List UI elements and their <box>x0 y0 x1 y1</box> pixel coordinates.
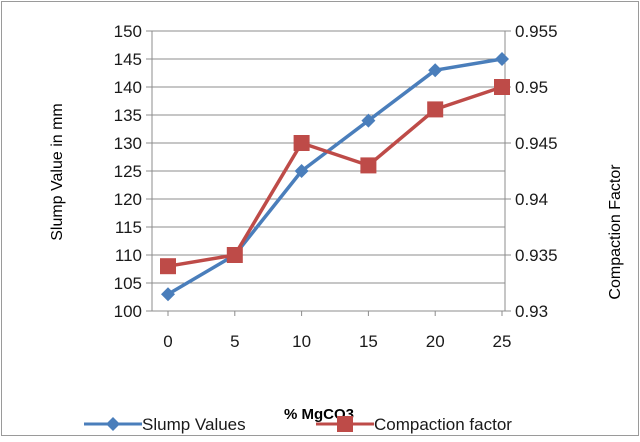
x-tick-label: 0 <box>163 332 172 351</box>
data-point-diamond <box>495 52 509 66</box>
data-point-diamond <box>361 113 376 128</box>
grid-lines <box>152 30 505 284</box>
legend-marker-compaction <box>337 416 353 432</box>
legend-label-compaction: Compaction factor <box>374 415 512 434</box>
y-tick-label: 110 <box>115 246 142 265</box>
y2-tick-label: 0.955 <box>515 22 558 41</box>
y-tick-label: 125 <box>114 162 142 181</box>
y2-tick-label: 0.935 <box>515 246 558 265</box>
data-point-diamond <box>161 287 175 302</box>
data-point-square <box>226 247 243 263</box>
axes <box>146 30 511 316</box>
y-tick-label: 100 <box>114 302 142 321</box>
y-tick-label: 150 <box>114 22 142 41</box>
y-tick-label: 105 <box>114 274 142 293</box>
series-layer <box>160 52 510 302</box>
data-point-square <box>494 79 510 95</box>
y-tick-label: 130 <box>114 134 142 153</box>
data-point-square <box>360 157 377 174</box>
x-tick-label: 5 <box>230 332 239 351</box>
data-point-square <box>160 258 176 275</box>
y-tick-label: 120 <box>114 190 142 209</box>
legend: Slump Values Compaction factor <box>84 415 512 434</box>
y-tick-label: 115 <box>115 218 142 237</box>
x-axis-title: % MgCO3 <box>284 406 354 423</box>
x-tick-label: 10 <box>292 332 311 351</box>
legend-label-slump: Slump Values <box>142 415 246 434</box>
y2-axis-title: Compaction Factor <box>607 164 624 300</box>
data-point-diamond <box>428 63 443 78</box>
y-axis-title: Slump Value in mm <box>49 103 66 241</box>
series-line-0 <box>167 57 503 296</box>
legend-marker-slump <box>106 417 120 431</box>
y2-tick-label: 0.93 <box>515 302 548 321</box>
y-tick-label: 135 <box>114 106 142 125</box>
y2-tick-label: 0.945 <box>515 134 558 153</box>
x-tick-label: 20 <box>426 332 445 351</box>
series-line-1 <box>167 85 503 268</box>
x-tick-label: 25 <box>493 332 512 351</box>
y-tick-label: 145 <box>114 50 142 69</box>
tick-labels: 1001051101151201251301351401451500.930.9… <box>114 22 558 351</box>
x-tick-label: 15 <box>359 332 378 351</box>
y2-tick-label: 0.95 <box>515 78 548 97</box>
y-tick-label: 140 <box>114 78 142 97</box>
data-point-square <box>293 135 310 151</box>
y2-tick-label: 0.94 <box>515 190 548 209</box>
data-point-square <box>427 101 444 118</box>
data-point-diamond <box>294 164 309 178</box>
